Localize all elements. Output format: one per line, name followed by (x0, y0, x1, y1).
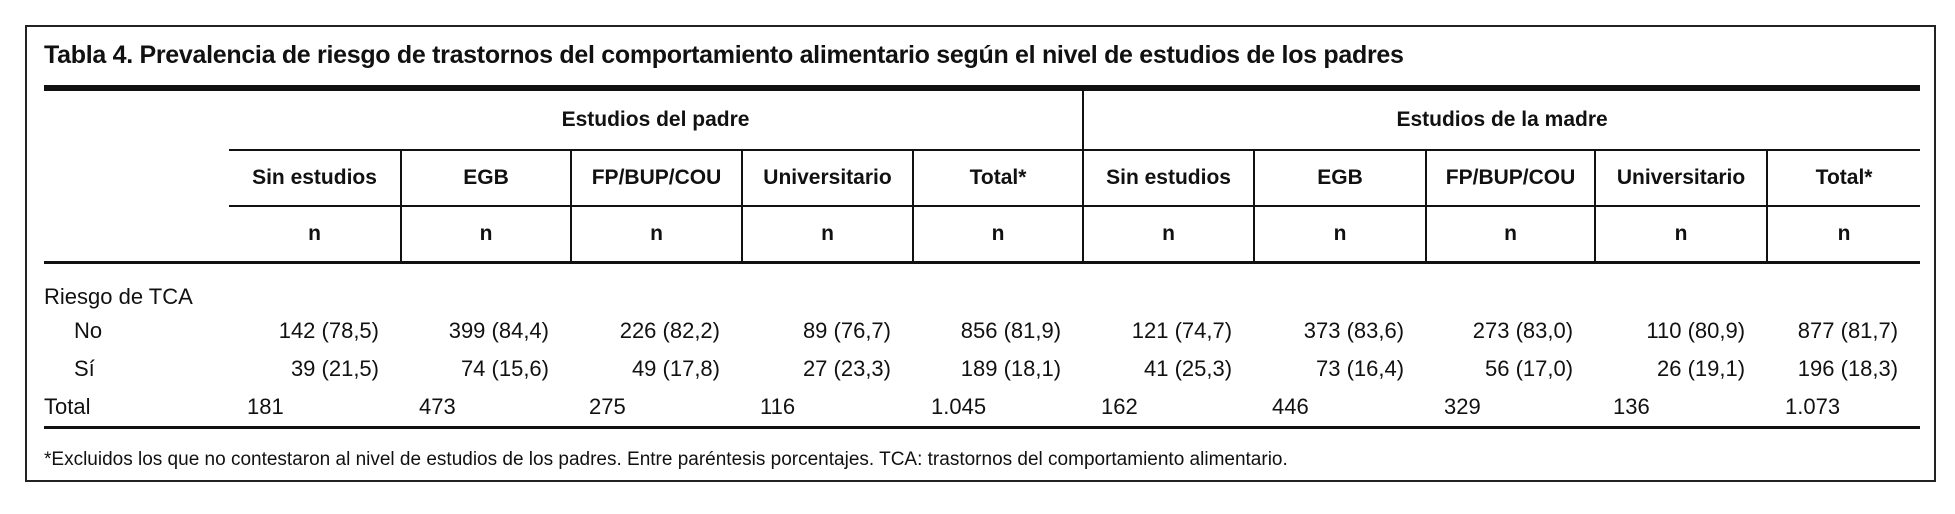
total-row: Total 181 473 275 116 1.045 162 446 329 136 1.073 (44, 388, 1921, 429)
data-cell: 73 (16,4) (1315, 356, 1405, 381)
total-cell: 473 (401, 388, 571, 429)
table-frame: Tabla 4. Prevalencia de riesgo de trasto… (25, 25, 1936, 482)
data-cell: 41 (25,3) (1143, 356, 1233, 381)
unit-header: n (571, 206, 743, 264)
total-cell: 162 (1083, 388, 1255, 429)
corner-cell (44, 88, 229, 264)
data-cell: 373 (83,6) (1303, 318, 1405, 343)
total-cell: 329 (1426, 388, 1596, 429)
group-header: Estudios de la madre (1083, 88, 1921, 151)
column-header: Total* (913, 150, 1085, 207)
column-header: EGB (401, 150, 572, 207)
total-cell: 136 (1595, 388, 1768, 429)
data-cell: 89 (76,7) (802, 318, 891, 343)
data-cell: 142 (78,5) (278, 318, 379, 343)
data-row: Sí 39 (21,5) 74 (15,6) 49 (17,8) 27 (23,3) 18… (44, 350, 1920, 388)
section-fill (229, 263, 1920, 313)
group-header: Estudios del padre (229, 88, 1085, 151)
data-cell: 226 (82,2) (619, 318, 720, 343)
total-cell: 446 (1254, 388, 1427, 429)
column-header-row: Sin estudios EGB FP/BUP/COU Universitario To… (44, 150, 1921, 207)
total-cell: 116 (742, 388, 913, 429)
unit-header: n (1083, 206, 1256, 264)
unit-header: n (1426, 206, 1597, 264)
group-header-row: Estudios del padre Estudios de la madre (44, 88, 1921, 264)
column-header: FP/BUP/COU (571, 150, 743, 207)
section-label: Riesgo de TCA (44, 284, 193, 309)
column-header: Universitario (742, 150, 914, 207)
column-header: Universitario (1595, 150, 1769, 207)
data-cell: 121 (74,7) (1131, 318, 1233, 343)
data-cell: 196 (18,3) (1797, 356, 1899, 381)
row-label: No (74, 318, 103, 343)
unit-header: n (1595, 206, 1769, 264)
data-cell: 56 (17,0) (1484, 356, 1574, 381)
total-label: Total (44, 388, 229, 429)
column-header: Total* (1767, 150, 1921, 207)
data-cell: 74 (15,6) (460, 356, 549, 381)
unit-header: n (742, 206, 914, 264)
total-cell: 1.045 (913, 388, 1084, 429)
data-cell: 856 (81,9) (960, 318, 1062, 343)
total-cell: 181 (229, 388, 401, 429)
column-header: EGB (1254, 150, 1428, 207)
data-cell: 273 (83,0) (1472, 318, 1574, 343)
data-cell: 399 (84,4) (448, 318, 549, 343)
total-cell: 1.073 (1767, 388, 1921, 429)
unit-header: n (1254, 206, 1428, 264)
data-cell: 39 (21,5) (290, 356, 379, 381)
data-cell: 110 (80,9) (1646, 318, 1746, 343)
data-row: No 142 (78,5) 399 (84,4) 226 (82,2) 89 (76,7… (44, 312, 1920, 350)
column-header: Sin estudios (1083, 150, 1256, 207)
row-label: Sí (74, 356, 95, 381)
table-title: Tabla 4. Prevalencia de riesgo de trasto… (44, 41, 1404, 69)
data-cell: 49 (17,8) (631, 356, 720, 381)
total-cell: 275 (571, 388, 742, 429)
data-table: Estudios del padre Estudios de la madre Si… (44, 85, 1921, 429)
unit-header: n (401, 206, 572, 264)
data-cell: 189 (18,1) (960, 356, 1062, 381)
section-row: Riesgo de TCA (44, 263, 1920, 313)
column-header: FP/BUP/COU (1426, 150, 1597, 207)
column-header: Sin estudios (229, 150, 402, 207)
data-cell: 26 (19,1) (1656, 356, 1746, 381)
unit-header: n (1767, 206, 1921, 264)
unit-header: n (913, 206, 1085, 264)
unit-header: n (229, 206, 402, 264)
data-cell: 27 (23,3) (802, 356, 891, 381)
data-cell: 877 (81,7) (1797, 318, 1899, 343)
footnote: *Excluidos los que no contestaron al niv… (44, 449, 1288, 470)
